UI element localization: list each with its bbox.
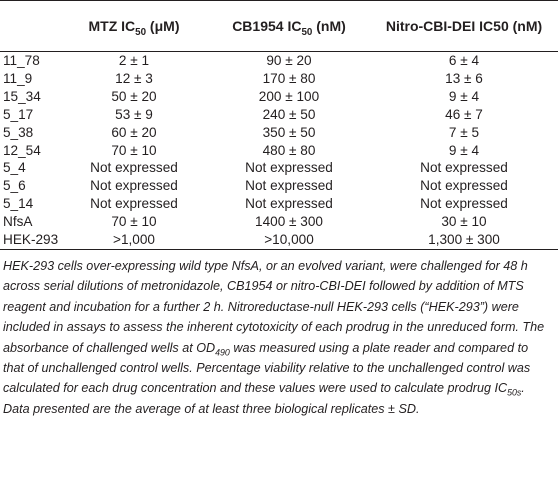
cbi-cell: Not expressed — [370, 159, 558, 177]
table-row: 5_4 Not expressed Not expressed Not express… — [0, 159, 558, 177]
table-body: 11_78 2 ± 1 90 ± 20 6 ± 4 11_9 12 ± 3 170 ± 8… — [0, 52, 558, 250]
cbi-cell: Not expressed — [370, 177, 558, 195]
mtz-cell: Not expressed — [60, 159, 208, 177]
table-row: 5_38 60 ± 20 350 ± 50 7 ± 5 — [0, 124, 558, 142]
table-row: 15_34 50 ± 20 200 ± 100 9 ± 4 — [0, 88, 558, 106]
cbi-cell: 46 ± 7 — [370, 106, 558, 124]
cb1954-cell: 170 ± 80 — [208, 70, 370, 88]
footnote-od-sub: 490 — [215, 347, 230, 357]
table-row: 11_78 2 ± 1 90 ± 20 6 ± 4 — [0, 52, 558, 70]
cb1954-cell: >10,000 — [208, 231, 370, 249]
variant-cell: 11_9 — [0, 70, 60, 88]
variant-cell: 5_17 — [0, 106, 60, 124]
variant-cell: 5_6 — [0, 177, 60, 195]
header-mtz-label: MTZ IC — [88, 18, 135, 34]
header-variant — [0, 1, 60, 52]
mtz-cell: Not expressed — [60, 177, 208, 195]
header-cb1954: CB1954 IC50 (nM) — [208, 1, 370, 52]
table-row: 11_9 12 ± 3 170 ± 80 13 ± 6 — [0, 70, 558, 88]
variant-cell: 5_4 — [0, 159, 60, 177]
table-row: NfsA 70 ± 10 1400 ± 300 30 ± 10 — [0, 213, 558, 231]
table-header: MTZ IC50 (μM) CB1954 IC50 (nM) Nitro-CBI… — [0, 1, 558, 52]
header-mtz-sub: 50 — [135, 27, 146, 38]
cbi-cell: 6 ± 4 — [370, 52, 558, 70]
table-row: 5_6 Not expressed Not expressed Not express… — [0, 177, 558, 195]
cb1954-cell: 200 ± 100 — [208, 88, 370, 106]
mtz-cell: 2 ± 1 — [60, 52, 208, 70]
table-row: 12_54 70 ± 10 480 ± 80 9 ± 4 — [0, 142, 558, 160]
header-nitro-cbi-dei: Nitro-CBI-DEI IC50 (nM) — [370, 1, 558, 52]
cbi-cell: Not expressed — [370, 195, 558, 213]
cbi-cell: 13 ± 6 — [370, 70, 558, 88]
variant-cell: 5_14 — [0, 195, 60, 213]
mtz-cell: 70 ± 10 — [60, 142, 208, 160]
mtz-cell: 12 ± 3 — [60, 70, 208, 88]
variant-cell: NfsA — [0, 213, 60, 231]
mtz-cell: 53 ± 9 — [60, 106, 208, 124]
table-row: 5_17 53 ± 9 240 ± 50 46 ± 7 — [0, 106, 558, 124]
cb1954-cell: Not expressed — [208, 195, 370, 213]
header-mtz-unit: (μM) — [146, 18, 179, 34]
header-cb1954-sub: 50 — [301, 27, 312, 38]
cb1954-cell: 90 ± 20 — [208, 52, 370, 70]
cb1954-cell: 350 ± 50 — [208, 124, 370, 142]
table-row: 5_14 Not expressed Not expressed Not expres… — [0, 195, 558, 213]
cbi-cell: 30 ± 10 — [370, 213, 558, 231]
variant-cell: 12_54 — [0, 142, 60, 160]
cb1954-cell: 1400 ± 300 — [208, 213, 370, 231]
variant-cell: HEK-293 — [0, 231, 60, 249]
header-cb1954-unit: (nM) — [312, 18, 345, 34]
mtz-cell: Not expressed — [60, 195, 208, 213]
mtz-cell: 70 ± 10 — [60, 213, 208, 231]
cb1954-cell: Not expressed — [208, 177, 370, 195]
header-row: MTZ IC50 (μM) CB1954 IC50 (nM) Nitro-CBI… — [0, 1, 558, 52]
cbi-cell: 1,300 ± 300 — [370, 231, 558, 249]
footnote-ic-sub: 50s — [507, 388, 521, 398]
header-mtz: MTZ IC50 (μM) — [60, 1, 208, 52]
cb1954-cell: 480 ± 80 — [208, 142, 370, 160]
variant-cell: 5_38 — [0, 124, 60, 142]
cbi-cell: 9 ± 4 — [370, 88, 558, 106]
table-row: HEK-293 >1,000 >10,000 1,300 ± 300 — [0, 231, 558, 249]
ic50-table: MTZ IC50 (μM) CB1954 IC50 (nM) Nitro-CBI… — [0, 0, 558, 250]
table-footnote: HEK-293 cells over-expressing wild type … — [0, 250, 558, 419]
cb1954-cell: 240 ± 50 — [208, 106, 370, 124]
mtz-cell: 60 ± 20 — [60, 124, 208, 142]
cbi-cell: 7 ± 5 — [370, 124, 558, 142]
variant-cell: 15_34 — [0, 88, 60, 106]
cbi-cell: 9 ± 4 — [370, 142, 558, 160]
cb1954-cell: Not expressed — [208, 159, 370, 177]
variant-cell: 11_78 — [0, 52, 60, 70]
mtz-cell: 50 ± 20 — [60, 88, 208, 106]
header-cb1954-label: CB1954 IC — [232, 18, 301, 34]
mtz-cell: >1,000 — [60, 231, 208, 249]
